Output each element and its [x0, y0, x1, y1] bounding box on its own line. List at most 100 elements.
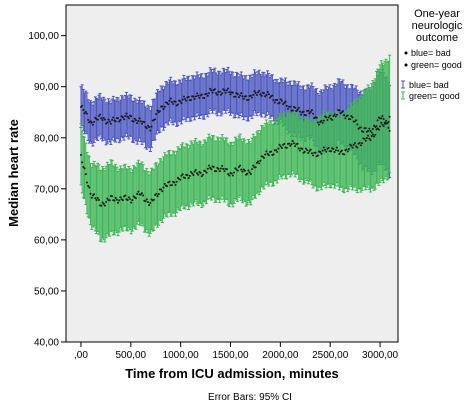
median-point	[344, 117, 347, 120]
median-point	[246, 172, 249, 175]
median-point	[115, 198, 118, 201]
median-point	[117, 201, 120, 204]
median-point	[315, 116, 318, 119]
median-point	[218, 170, 221, 173]
median-point	[209, 166, 212, 169]
x-tick-label: ,00	[74, 350, 88, 361]
median-point	[367, 130, 370, 133]
median-point	[87, 184, 90, 187]
median-point	[298, 149, 301, 152]
median-point	[106, 197, 109, 200]
median-point	[200, 93, 203, 96]
median-point	[118, 120, 121, 123]
median-point	[225, 89, 228, 92]
median-point	[318, 123, 321, 126]
legend-title-line-3: outcome	[416, 32, 458, 44]
median-point	[167, 103, 170, 106]
median-point	[184, 176, 187, 179]
median-point	[316, 121, 319, 124]
median-point	[349, 118, 352, 121]
median-point	[265, 150, 268, 153]
median-point	[350, 115, 353, 118]
median-point	[139, 120, 142, 123]
median-point	[294, 145, 297, 148]
median-point	[84, 173, 87, 176]
median-point	[362, 130, 365, 133]
median-point	[221, 92, 224, 95]
median-point	[331, 118, 334, 121]
median-point	[258, 89, 261, 92]
median-point	[129, 198, 132, 201]
median-point	[225, 168, 228, 171]
median-point	[157, 193, 160, 196]
median-point	[133, 117, 136, 120]
median-point	[314, 151, 317, 154]
median-point	[184, 98, 187, 101]
median-point	[229, 93, 232, 96]
median-point	[136, 192, 139, 195]
median-point	[192, 173, 195, 176]
median-point	[172, 102, 175, 105]
median-point	[179, 100, 182, 103]
median-point	[111, 118, 114, 121]
median-point	[241, 95, 244, 98]
median-point	[210, 168, 213, 171]
median-point	[387, 120, 390, 123]
median-point	[194, 95, 197, 98]
median-point	[112, 116, 115, 119]
median-point	[364, 127, 367, 130]
median-point	[284, 100, 287, 103]
median-point	[387, 126, 390, 129]
median-point	[193, 97, 196, 100]
x-axis-title: Time from ICU admission, minutes	[125, 366, 339, 381]
median-point	[155, 113, 158, 116]
median-point	[321, 149, 324, 152]
median-point	[267, 154, 270, 157]
median-point	[280, 147, 283, 150]
median-point	[309, 110, 312, 113]
median-point	[144, 200, 147, 203]
median-point	[111, 195, 114, 198]
median-point	[257, 91, 260, 94]
median-point	[276, 150, 279, 153]
median-point	[152, 198, 155, 201]
series-bad-medians	[79, 87, 391, 134]
median-point	[303, 150, 306, 153]
median-point	[382, 125, 385, 128]
legend-errorbar-good-icon	[401, 91, 405, 100]
median-point	[87, 118, 90, 121]
median-point	[346, 150, 349, 153]
median-point	[254, 91, 257, 94]
median-point	[345, 148, 348, 151]
median-point	[156, 109, 159, 112]
legend-marker-bad-label: blue= bad	[411, 48, 451, 58]
median-point	[137, 190, 140, 193]
median-point	[127, 117, 130, 120]
median-point	[295, 109, 298, 112]
median-point	[224, 91, 227, 94]
median-point	[154, 118, 157, 121]
median-point	[179, 178, 182, 181]
median-point	[200, 175, 203, 178]
median-point	[126, 115, 129, 118]
plot-area-frame	[65, 4, 399, 343]
median-point	[137, 119, 140, 122]
median-point	[88, 186, 91, 189]
median-point	[181, 98, 184, 101]
median-point	[93, 193, 96, 196]
median-point	[176, 103, 179, 106]
median-point	[353, 142, 356, 145]
median-point	[81, 161, 84, 164]
median-point	[296, 108, 299, 111]
median-point	[337, 149, 340, 152]
median-point	[163, 105, 166, 108]
median-point	[291, 109, 294, 112]
median-point	[266, 152, 269, 155]
median-point	[145, 198, 148, 201]
legend-title-line-2: neurologic	[412, 20, 463, 32]
median-point	[162, 186, 165, 189]
median-point	[320, 152, 323, 155]
median-point	[249, 173, 252, 176]
median-point	[230, 172, 233, 175]
